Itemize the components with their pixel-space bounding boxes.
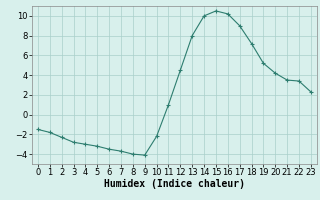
- X-axis label: Humidex (Indice chaleur): Humidex (Indice chaleur): [104, 179, 245, 189]
